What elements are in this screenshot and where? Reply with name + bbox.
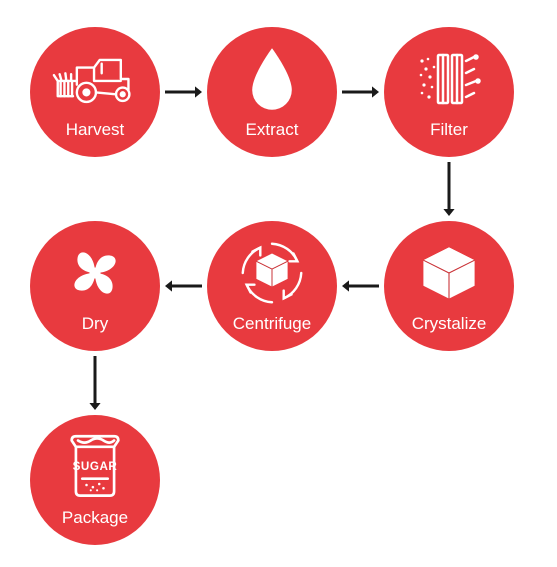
node-package: SUGAR Package [30, 415, 160, 545]
harvester-icon [52, 44, 138, 114]
cube-icon [417, 238, 481, 308]
filter-icon [414, 44, 484, 114]
node-dry: Dry [30, 221, 160, 351]
node-extract: Extract [207, 27, 337, 157]
fan-icon [62, 238, 128, 308]
node-label-harvest: Harvest [66, 120, 125, 140]
node-label-extract: Extract [246, 120, 299, 140]
sugar-bag-icon: SUGAR [63, 432, 127, 502]
arrow-crystalize-to-centrifuge [330, 274, 391, 298]
cube-spin-icon [233, 238, 311, 308]
node-label-crystalize: Crystalize [412, 314, 487, 334]
process-flowchart: Harvest Extract Filter Crystalize [0, 0, 557, 567]
node-crystalize: Crystalize [384, 221, 514, 351]
arrow-filter-to-crystalize [437, 150, 461, 228]
node-label-dry: Dry [82, 314, 108, 334]
node-harvest: Harvest [30, 27, 160, 157]
arrow-dry-to-package [83, 344, 107, 422]
svg-text:SUGAR: SUGAR [73, 460, 118, 473]
node-label-centrifuge: Centrifuge [233, 314, 311, 334]
arrow-extract-to-filter [330, 80, 391, 104]
node-label-package: Package [62, 508, 128, 528]
node-filter: Filter [384, 27, 514, 157]
drop-icon [245, 44, 299, 114]
node-label-filter: Filter [430, 120, 468, 140]
node-centrifuge: Centrifuge [207, 221, 337, 351]
arrow-harvest-to-extract [153, 80, 214, 104]
arrow-centrifuge-to-dry [153, 274, 214, 298]
